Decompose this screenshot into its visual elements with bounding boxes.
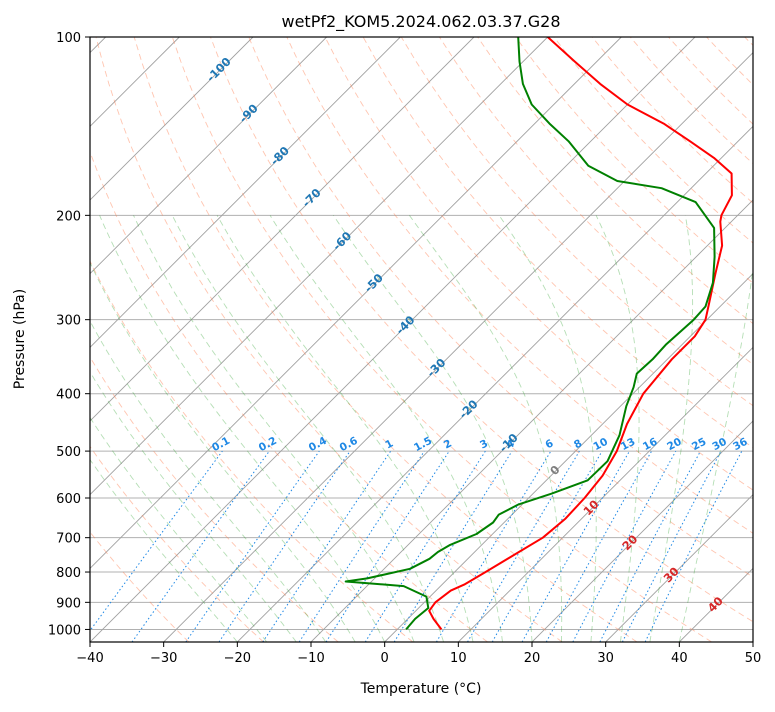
x-tick-label: −10 [297, 651, 324, 666]
dry-adiabat-line [707, 37, 775, 642]
mixing-ratio-line [82, 451, 223, 642]
moist-adiabat-line [42, 215, 326, 642]
moist-adiabat-line [0, 215, 267, 642]
isotherm-label: -20 [456, 397, 481, 422]
moist-adiabat-line [499, 215, 596, 642]
mixing-ratio-label: 16 [641, 436, 660, 453]
dry-adiabat-line [58, 37, 488, 642]
isotherm-line [237, 37, 775, 642]
mixing-ratio-line [365, 451, 485, 642]
isotherm-line [164, 37, 769, 642]
background-lines [0, 37, 775, 642]
y-tick-label: 900 [56, 596, 81, 611]
x-tick-label: 20 [524, 651, 541, 666]
x-tick-label: −40 [76, 651, 103, 666]
x-axis-label: Temperature (°C) [360, 681, 482, 697]
y-axis-label: Pressure (hPa) [12, 289, 28, 389]
dry-adiabat-line [0, 37, 189, 642]
moist-adiabat-line [596, 215, 639, 642]
moist-adiabat-line [100, 215, 385, 642]
y-tick-label: 100 [56, 31, 81, 46]
moist-adiabat-line [0, 215, 237, 642]
temperature-profile-line [429, 37, 732, 629]
y-tick-label: 800 [56, 566, 81, 581]
isotherm-line [0, 37, 548, 642]
moist-adiabat-line [217, 215, 473, 642]
x-tick-label: −20 [224, 651, 251, 666]
mixing-ratio-label: 10 [591, 436, 610, 453]
isotherm-label: -40 [393, 313, 418, 338]
mixing-ratio-label: 30 [710, 436, 729, 453]
dry-adiabat-line [134, 37, 637, 642]
isotherm-line [0, 37, 474, 642]
dry-adiabat-line [554, 37, 775, 642]
isotherm-label: -60 [330, 229, 355, 254]
mixing-ratio-label: 6 [543, 437, 555, 451]
mixing-ratio-label: 2 [442, 437, 454, 451]
chart-title: wetPf2_KOM5.2024.062.03.37.G28 [281, 12, 560, 32]
y-tick-label: 200 [56, 209, 81, 224]
y-tick-label: 300 [56, 314, 81, 329]
dry-adiabat-line [0, 37, 338, 642]
isotherm-label: 40 [705, 594, 726, 615]
isotherm-line [0, 37, 253, 642]
mixing-ratio-label: 25 [690, 436, 709, 453]
isotherm-label: -80 [268, 144, 293, 169]
y-tick-label: 700 [56, 532, 81, 547]
mixing-ratio-label: 36 [731, 436, 750, 453]
isotherm-line [385, 37, 775, 642]
isotherm-label: -90 [236, 101, 261, 126]
dry-adiabat-line [0, 37, 264, 642]
dry-adiabat-line [668, 37, 775, 642]
x-tick-label: −30 [150, 651, 177, 666]
y-tick-label: 400 [56, 388, 81, 403]
isotherm-line [311, 37, 775, 642]
plot-frame [90, 37, 753, 642]
isotherm-label: -100 [204, 54, 234, 84]
mixing-ratio-line [522, 451, 629, 642]
isotherm-line [0, 37, 327, 642]
isotherm-line [16, 37, 621, 642]
isotherm-label: -70 [299, 186, 324, 211]
moist-adiabat-line [172, 215, 443, 642]
isotherm-line [90, 37, 695, 642]
isotherm-line [0, 37, 400, 642]
x-tick-label: 50 [745, 651, 762, 666]
isotherm-line [458, 37, 775, 642]
mixing-ratio-line [600, 451, 701, 642]
y-tick-label: 600 [56, 492, 81, 507]
mixing-ratio-line [299, 451, 424, 642]
dry-adiabat-line [20, 37, 413, 642]
isotherm-label: -50 [361, 271, 386, 296]
isotherm-line [753, 37, 775, 642]
isotherm-label: -30 [424, 355, 449, 380]
mixing-ratio-line [219, 451, 350, 642]
x-tick-label: 0 [381, 651, 389, 666]
isotherm-label: 0 [547, 462, 563, 478]
y-tick-label: 500 [56, 445, 81, 460]
dry-adiabat-line [592, 37, 775, 642]
y-tick-label: 1000 [48, 623, 81, 638]
mixing-ratio-line [263, 451, 391, 642]
x-tick-label: 10 [450, 651, 467, 666]
x-tick-label: 30 [597, 651, 614, 666]
isotherm-line [679, 37, 775, 642]
isotherm-label: 30 [661, 564, 682, 585]
moist-adiabat-line [679, 215, 758, 642]
mixing-ratio-line [468, 451, 580, 642]
x-tick-label: 40 [671, 651, 688, 666]
dry-adiabat-line [745, 37, 775, 642]
